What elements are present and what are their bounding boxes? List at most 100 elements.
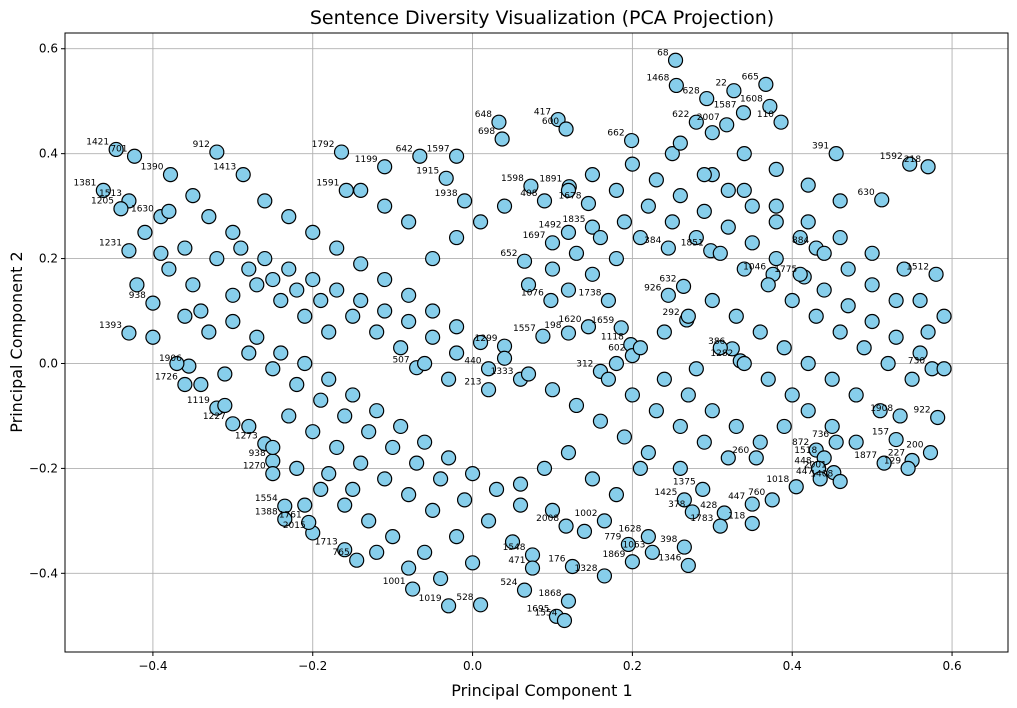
- data-point: [401, 560, 417, 576]
- data-point: [345, 387, 361, 403]
- data-point: [648, 172, 664, 188]
- data-point-label: 1597: [427, 144, 450, 154]
- data-point: [773, 114, 789, 130]
- y-tick-label: 0.2: [39, 252, 58, 266]
- data-point: [313, 392, 329, 408]
- data-point-label: 630: [858, 188, 875, 198]
- data-point: [193, 376, 209, 393]
- data-point: [265, 453, 281, 469]
- data-point: [808, 308, 824, 324]
- data-point-label: 662: [607, 129, 624, 139]
- data-point: [289, 282, 305, 298]
- data-point-label: 1851: [681, 239, 704, 249]
- data-point: [361, 513, 377, 529]
- data-point: [784, 387, 800, 403]
- data-point-label: 1554: [535, 609, 558, 619]
- data-point: [680, 387, 696, 403]
- data-point: [728, 308, 744, 324]
- data-point: [385, 439, 401, 456]
- data-point-label: 1659: [591, 316, 614, 326]
- data-point: [338, 182, 354, 198]
- data-point: [675, 278, 692, 294]
- data-point-label: 1063: [622, 540, 645, 550]
- data-point: [699, 90, 715, 107]
- data-point: [912, 345, 928, 361]
- data-point: [660, 240, 676, 256]
- data-point: [297, 308, 313, 324]
- data-point: [524, 560, 541, 576]
- data-point-label: 1587: [714, 101, 737, 111]
- data-point: [456, 492, 473, 508]
- data-point: [504, 534, 521, 550]
- x-axis-ticks: −0.4 −0.2 0.0 0.2 0.4 0.6: [138, 652, 962, 673]
- data-point-label: 1046: [743, 262, 766, 272]
- data-point-label: 1938: [435, 189, 458, 199]
- data-point: [608, 182, 625, 198]
- data-point-label: 528: [456, 593, 473, 603]
- data-point: [888, 292, 904, 309]
- data-point: [297, 497, 313, 513]
- data-point: [928, 266, 944, 282]
- data-point: [177, 308, 193, 324]
- data-point: [800, 214, 816, 230]
- data-point: [233, 240, 249, 256]
- data-point-label: 760: [748, 488, 765, 498]
- data-point: [281, 408, 297, 424]
- data-point: [600, 371, 617, 387]
- data-point: [425, 303, 441, 319]
- data-point-label: 507: [392, 356, 409, 366]
- data-point-label: 218: [904, 155, 921, 165]
- data-point-label: 1775: [774, 265, 797, 275]
- data-point: [736, 182, 752, 198]
- data-point: [225, 313, 241, 330]
- data-point-label: 213: [464, 378, 481, 388]
- data-point: [353, 182, 369, 198]
- data-point: [900, 460, 916, 476]
- data-point: [265, 466, 281, 482]
- data-point-label: 1118: [601, 333, 624, 343]
- data-point-label: 1002: [575, 509, 598, 519]
- data-point: [680, 557, 696, 574]
- data-point: [792, 229, 808, 246]
- data-point: [688, 229, 704, 246]
- data-point: [440, 598, 457, 614]
- data-point: [696, 203, 712, 219]
- data-point: [613, 320, 629, 336]
- data-point-label: 110: [757, 110, 774, 120]
- data-point: [464, 555, 481, 571]
- data-point-label: 378: [668, 500, 685, 510]
- data-point-label: 926: [644, 283, 661, 293]
- data-point: [345, 481, 361, 497]
- data-point: [496, 350, 513, 366]
- data-point: [249, 329, 265, 345]
- data-point: [185, 188, 201, 204]
- data-point: [329, 439, 345, 456]
- data-point: [393, 340, 409, 356]
- data-point-label: 602: [608, 344, 625, 354]
- data-point-label: 1205: [91, 197, 114, 207]
- data-point: [720, 182, 736, 198]
- data-point: [816, 282, 832, 298]
- data-point-label: 1628: [618, 525, 641, 535]
- data-point-label: 386: [708, 337, 725, 347]
- data-point-label: 884: [792, 236, 809, 246]
- data-point: [812, 471, 828, 487]
- data-point: [401, 214, 417, 230]
- data-point: [95, 182, 111, 198]
- data-point-label: 22: [715, 79, 726, 89]
- data-point-label: 1513: [99, 189, 122, 199]
- data-point: [560, 593, 577, 609]
- data-point-label: 1697: [523, 231, 546, 241]
- data-point: [241, 261, 257, 277]
- data-point: [225, 224, 241, 240]
- data-point: [832, 473, 848, 490]
- data-point: [632, 460, 648, 476]
- data-point: [289, 460, 305, 476]
- data-point: [520, 366, 537, 382]
- data-point: [145, 295, 161, 311]
- data-point: [401, 487, 417, 503]
- data-point: [472, 214, 489, 230]
- data-point-label: 312: [576, 359, 593, 369]
- data-point-label: 1393: [99, 321, 122, 331]
- data-point-label: 765: [333, 548, 350, 558]
